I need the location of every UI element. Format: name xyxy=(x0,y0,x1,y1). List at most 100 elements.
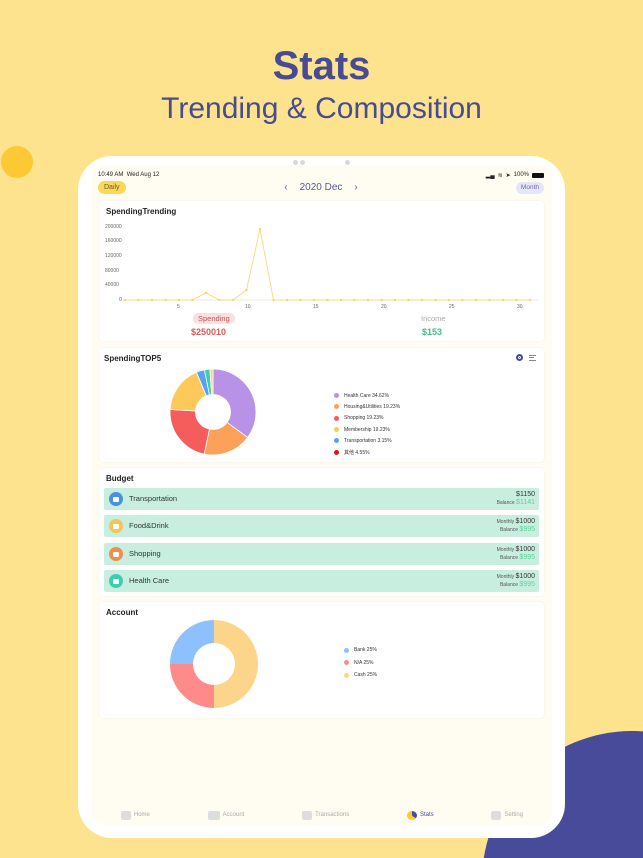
y-tick: 40000 xyxy=(105,282,119,288)
balance-label: Balance xyxy=(499,555,519,561)
legend-label: Shopping 19.23% xyxy=(344,415,384,422)
battery-icon xyxy=(532,172,544,178)
legend-item[interactable]: Transportation 3.15% xyxy=(334,435,400,446)
x-tick: 30 xyxy=(517,304,523,310)
food-icon xyxy=(109,519,123,533)
app-screen: 10:49 AM Wed Aug 12 ▂▄ ≋ ➤ 100% Daily ‹ 2… xyxy=(92,165,552,825)
legend-dot-icon xyxy=(334,393,339,399)
budget-category: Health Care xyxy=(129,576,170,585)
tab-label: Setting xyxy=(504,812,524,818)
legend-dot-icon xyxy=(344,647,349,653)
y-tick: 160000 xyxy=(105,238,122,244)
legend-label: 其他 4.55% xyxy=(344,449,370,456)
pie-chart-view-icon[interactable] xyxy=(516,354,523,361)
legend-label: Bank 25% xyxy=(354,647,377,654)
tab-transactions[interactable]: Transactions xyxy=(302,810,349,820)
legend-item[interactable]: Housing&Utilities 19.23% xyxy=(334,401,400,412)
budget-category: Transportation xyxy=(129,494,178,503)
budget-row-shopping[interactable]: Shopping Monthly $1000 Balance $995 xyxy=(104,543,539,565)
bottom-tab-bar: Home Account Transactions Stats Setting xyxy=(92,805,552,825)
status-time: 10:49 AM xyxy=(98,172,124,178)
spending-tab[interactable]: Spending xyxy=(193,313,235,324)
account-legend: Bank 25% N/A 25% Cash 25% xyxy=(344,644,377,682)
tab-stats[interactable]: Stats xyxy=(406,810,434,820)
card-title: Account xyxy=(106,608,138,617)
daily-toggle-button[interactable]: Daily xyxy=(98,181,126,194)
tab-label: Account xyxy=(222,812,245,818)
account-donut-chart xyxy=(170,620,258,708)
x-tick: 15 xyxy=(313,304,319,310)
budget-card: Budget Transportation $1150 Balance $1141… xyxy=(99,468,544,596)
month-toggle-button[interactable]: Month xyxy=(515,182,544,194)
signal-icon: ▂▄ xyxy=(485,172,495,179)
budget-row-food-drink[interactable]: Food&Drink Monthly $1000 Balance $995 xyxy=(104,515,539,537)
legend-item[interactable]: Bank 25% xyxy=(344,644,377,657)
wifi-icon: ≋ xyxy=(497,172,503,179)
balance-amount: $995 xyxy=(519,526,535,533)
tab-home[interactable]: Home xyxy=(120,810,150,820)
card-title: Budget xyxy=(106,474,134,483)
y-tick: 120000 xyxy=(105,253,122,259)
legend-dot-icon xyxy=(344,672,349,678)
monthly-label: Monthly xyxy=(496,547,515,553)
legend-label: Transportation 3.15% xyxy=(344,437,392,444)
status-bar: 10:49 AM Wed Aug 12 ▂▄ ≋ ➤ 100% xyxy=(98,170,544,180)
monthly-label: Monthly xyxy=(496,519,515,525)
x-tick: 5 xyxy=(177,304,180,310)
hero-title: Stats xyxy=(272,44,371,88)
legend-item[interactable]: 其他 4.55% xyxy=(334,446,400,457)
legend-dot-icon xyxy=(334,438,339,444)
budget-amount: $1000 xyxy=(515,518,535,525)
spending-total: $250010 xyxy=(191,327,227,337)
current-period: 2020 Dec xyxy=(299,182,343,193)
spending-donut-chart xyxy=(169,368,257,456)
tab-account[interactable]: Account xyxy=(207,810,245,820)
chevron-right-icon[interactable]: › xyxy=(354,182,358,193)
wallet-icon xyxy=(207,810,220,820)
legend-item[interactable]: Cash 25% xyxy=(344,669,377,682)
y-tick: 200000 xyxy=(105,224,122,230)
decorative-yellow-circle xyxy=(1,146,33,178)
legend-item[interactable]: Membership 19.23% xyxy=(334,424,400,435)
legend-label: Health Care 34.62% xyxy=(344,392,390,399)
chevron-left-icon[interactable]: ‹ xyxy=(284,182,288,193)
y-tick: 80000 xyxy=(105,268,119,274)
tab-setting[interactable]: Setting xyxy=(491,810,524,820)
legend-dot-icon xyxy=(334,404,339,410)
card-title: SpendingTOP5 xyxy=(104,354,162,363)
period-navigator: ‹ 2020 Dec › xyxy=(98,181,544,195)
y-tick: 0 xyxy=(119,297,122,303)
spending-legend: Health Care 34.62% Housing&Utilities 19.… xyxy=(334,390,400,458)
monthly-label: Monthly xyxy=(496,574,515,580)
balance-amount: $995 xyxy=(519,581,535,588)
legend-dot-icon xyxy=(334,449,339,455)
tab-label: Stats xyxy=(419,812,434,818)
hero-subtitle: Trending & Composition xyxy=(161,92,482,125)
budget-amount: $1000 xyxy=(515,546,535,553)
budget-category: Food&Drink xyxy=(129,521,169,530)
legend-item[interactable]: N/A 25% xyxy=(344,657,377,670)
legend-item[interactable]: Shopping 19.23% xyxy=(334,413,400,424)
bus-icon xyxy=(109,492,123,506)
income-tab[interactable]: Income xyxy=(421,314,446,323)
legend-label: Membership 19.23% xyxy=(344,426,390,433)
list-view-icon[interactable] xyxy=(529,354,536,361)
spending-trending-card: SpendingTrending 200000 160000 120000 80… xyxy=(99,201,544,341)
spending-top5-card: SpendingTOP5 Health Care 34.62% Housing&… xyxy=(99,348,544,462)
stats-pie-icon xyxy=(406,810,417,820)
budget-row-health-care[interactable]: Health Care Monthly $1000 Balance $995 xyxy=(104,570,539,592)
legend-dot-icon xyxy=(334,415,339,421)
x-tick: 20 xyxy=(381,304,387,310)
battery-percent: 100% xyxy=(513,172,529,178)
card-title: SpendingTrending xyxy=(106,207,177,216)
home-icon xyxy=(120,810,131,820)
budget-amount: $1150 xyxy=(516,491,535,498)
account-card: Account Bank 25% N/A 25% Cash 25% xyxy=(99,602,544,718)
spending-line-chart xyxy=(123,227,539,302)
budget-row-transportation[interactable]: Transportation $1150 Balance $1141 xyxy=(104,488,539,510)
legend-item[interactable]: Health Care 34.62% xyxy=(334,390,400,401)
camera-dot xyxy=(293,160,298,165)
status-date: Wed Aug 12 xyxy=(126,172,160,178)
budget-amount: $1000 xyxy=(515,573,535,580)
income-total: $153 xyxy=(422,327,443,337)
